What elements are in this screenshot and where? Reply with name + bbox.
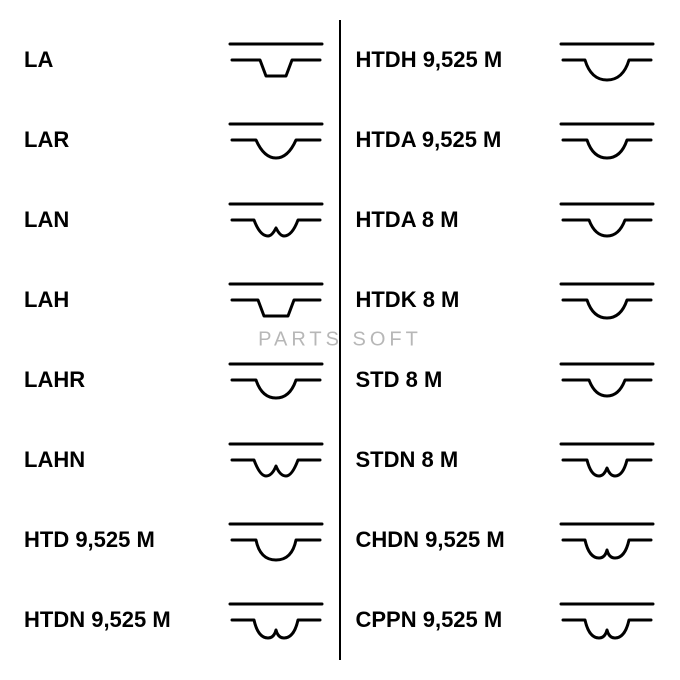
profile-row: HTDA 8 M [349,180,662,260]
profile-glyph [221,32,331,88]
profile-row: STDN 8 M [349,420,662,500]
profile-glyph [221,352,331,408]
profile-row: HTD 9,525 M [18,500,331,580]
profile-glyph [221,432,331,488]
profile-label: HTDK 8 M [349,287,552,313]
profile-glyph [552,192,662,248]
profile-row: LAH [18,260,331,340]
profile-glyph [552,272,662,328]
profile-row: LA [18,20,331,100]
profile-glyph [552,512,662,568]
belt-profile-chart: LA LAR LAN LAH LAHR LAHN HTD 9,525 M HTDN 9,525… [0,0,680,680]
profile-row: HTDN 9,525 M [18,580,331,660]
profile-label: HTDA 9,525 M [349,127,552,153]
profile-glyph [552,32,662,88]
profile-glyph [552,352,662,408]
profile-row: STD 8 M [349,340,662,420]
right-column: HTDH 9,525 M HTDA 9,525 M HTDA 8 M HTDK 8 M… [341,20,670,660]
profile-label: STDN 8 M [349,447,552,473]
profile-label: LAR [18,127,221,153]
profile-glyph [552,112,662,168]
profile-label: LAH [18,287,221,313]
profile-label: HTDA 8 M [349,207,552,233]
profile-label: LA [18,47,221,73]
profile-glyph [221,192,331,248]
profile-glyph [221,272,331,328]
profile-label: LAN [18,207,221,233]
profile-glyph [552,592,662,648]
profile-row: HTDA 9,525 M [349,100,662,180]
profile-label: HTD 9,525 M [18,527,221,553]
left-column: LA LAR LAN LAH LAHR LAHN HTD 9,525 M HTDN 9,525… [10,20,339,660]
profile-row: LAHR [18,340,331,420]
profile-row: CPPN 9,525 M [349,580,662,660]
profile-row: LAR [18,100,331,180]
profile-label: STD 8 M [349,367,552,393]
profile-glyph [221,112,331,168]
profile-label: LAHR [18,367,221,393]
profile-row: LAHN [18,420,331,500]
profile-glyph [552,432,662,488]
profile-row: HTDH 9,525 M [349,20,662,100]
profile-label: LAHN [18,447,221,473]
profile-glyph [221,512,331,568]
profile-label: CHDN 9,525 M [349,527,552,553]
profile-row: CHDN 9,525 M [349,500,662,580]
profile-glyph [221,592,331,648]
profile-label: HTDN 9,525 M [18,607,221,633]
profile-row: HTDK 8 M [349,260,662,340]
profile-label: CPPN 9,525 M [349,607,552,633]
profile-row: LAN [18,180,331,260]
profile-label: HTDH 9,525 M [349,47,552,73]
